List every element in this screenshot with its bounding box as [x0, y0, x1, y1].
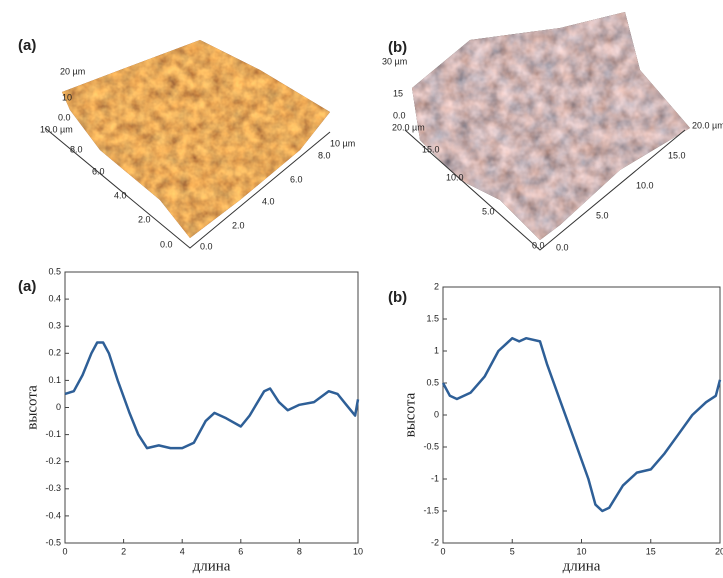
y-tick-label: -0.5 [423, 441, 439, 451]
image-tick-label: 8.0 [318, 150, 331, 160]
image-tick-label: 10 [62, 92, 72, 102]
y-tick-label: 0 [434, 409, 439, 419]
image-tick-label: 2.0 [232, 220, 245, 230]
plot-frame [443, 287, 720, 543]
y-tick-label: -0.2 [45, 456, 61, 466]
y-tick-label: -2 [431, 537, 439, 547]
image-tick-label: 0.0 [393, 110, 406, 120]
image-tick-label: 10.0 [636, 180, 654, 190]
image-tick-label: 5.0 [596, 210, 609, 220]
image-tick-label: 0.0 [160, 239, 173, 249]
x-tick-label: 2 [121, 546, 126, 556]
chart-title: (a) [18, 278, 36, 295]
y-tick-label: 1.5 [426, 313, 439, 323]
image-tick-label: 4.0 [114, 190, 127, 200]
image-tick-label: 0.0 [532, 240, 545, 250]
y-tick-label: 0.4 [48, 293, 61, 303]
image-tick-label: 0.0 [58, 112, 71, 122]
image-tick-label: 20 µm [60, 66, 85, 76]
y-tick-label: -1.5 [423, 505, 439, 515]
image-tick-label: 15 [393, 88, 403, 98]
image-tick-label: 20.0 µm [392, 122, 425, 132]
image-tick-label: 10.0 [446, 172, 464, 182]
chart-title: (b) [388, 289, 407, 306]
y-tick-label: 0 [56, 402, 61, 412]
plot-frame [65, 272, 358, 543]
afm-surface-b [405, 12, 690, 250]
y-tick-label: 0.5 [426, 377, 439, 387]
x-tick-label: 10 [353, 546, 363, 556]
y-tick-label: -0.5 [45, 537, 61, 547]
y-tick-label: 0.5 [48, 266, 61, 276]
figure: (a) (b) 20 µm100.010.0 µm8.06.04.02.00.0… [0, 0, 723, 578]
image-tick-label: 2.0 [138, 214, 151, 224]
x-tick-label: 5 [510, 546, 515, 556]
x-tick-label: 15 [646, 546, 656, 556]
image-tick-label: 6.0 [92, 166, 105, 176]
image-tick-label: 10 µm [330, 138, 355, 148]
image-tick-label: 0.0 [556, 242, 569, 252]
image-tick-label: 15.0 [668, 150, 686, 160]
x-tick-label: 4 [180, 546, 185, 556]
image-tick-label: 20.0 µm [692, 120, 723, 130]
x-axis-title: длина [563, 558, 601, 574]
image-tick-label: 5.0 [482, 206, 495, 216]
y-tick-label: 1 [434, 345, 439, 355]
y-tick-label: 2 [434, 281, 439, 291]
image-tick-label: 10.0 µm [40, 124, 73, 134]
data-line [443, 338, 720, 511]
surface-texture [62, 40, 330, 238]
image-tick-label: 8.0 [70, 144, 83, 154]
x-tick-label: 0 [62, 546, 67, 556]
afm-surface-a [45, 40, 330, 248]
image-tick-label: 0.0 [200, 241, 213, 251]
x-tick-label: 6 [238, 546, 243, 556]
y-axis-title: высота [402, 392, 418, 437]
y-tick-label: 0.2 [48, 348, 61, 358]
image-tick-label: 4.0 [262, 196, 275, 206]
x-tick-label: 20 [715, 546, 723, 556]
x-axis-title: длина [193, 558, 231, 574]
image-tick-label: 30 µm [382, 56, 407, 66]
image-label: (b) [388, 39, 407, 56]
image-tick-label: 15.0 [422, 144, 440, 154]
image-label: (a) [18, 37, 36, 54]
x-tick-label: 8 [297, 546, 302, 556]
image-tick-label: 6.0 [290, 174, 303, 184]
y-tick-label: -0.1 [45, 429, 61, 439]
y-axis-title: высота [24, 385, 40, 430]
y-tick-label: 0.3 [48, 321, 61, 331]
y-tick-label: -1 [431, 473, 439, 483]
y-tick-label: -0.3 [45, 483, 61, 493]
surface-texture [412, 12, 690, 240]
x-tick-label: 10 [576, 546, 586, 556]
y-tick-label: -0.4 [45, 510, 61, 520]
x-tick-label: 0 [440, 546, 445, 556]
data-line [65, 343, 358, 449]
y-tick-label: 0.1 [48, 375, 61, 385]
